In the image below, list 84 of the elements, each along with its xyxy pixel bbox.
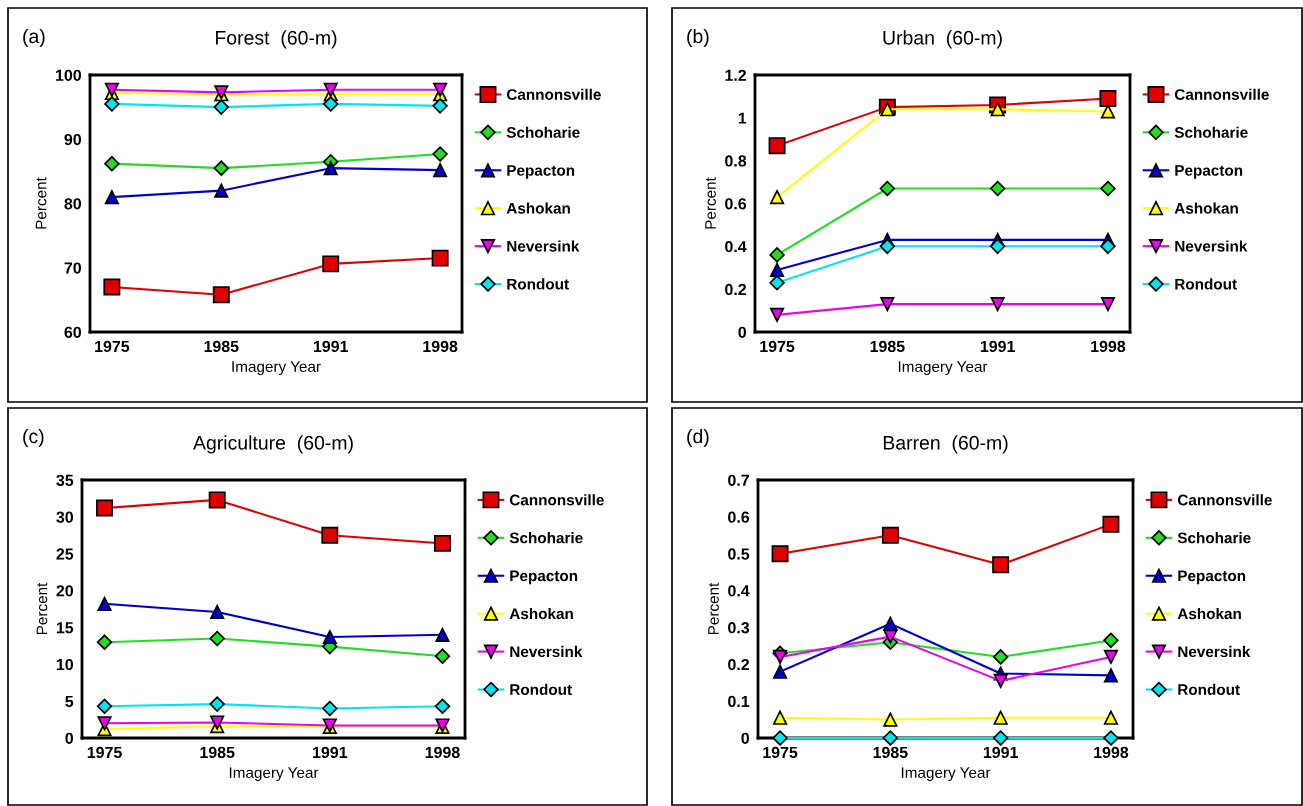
x-tick-label: 1998	[425, 746, 460, 759]
legend-label: Neversink	[1178, 645, 1251, 658]
x-axis-title: Imagery Year	[898, 361, 988, 376]
x-tick-label: 1985	[204, 340, 239, 353]
legend-label: Neversink	[510, 645, 583, 658]
legend-label: Schoharie	[1177, 532, 1251, 544]
legend-label: Rondout	[1175, 278, 1237, 290]
x-tick-label: 1991	[313, 746, 348, 759]
legend-label: Ashokan	[506, 202, 570, 214]
chart-title: Barren (60-m)	[883, 435, 1008, 454]
text: (a)	[23, 28, 45, 48]
text: (b)	[687, 28, 709, 48]
x-tick-label: 1975	[87, 746, 122, 759]
x-tick-label: 1975	[760, 340, 795, 353]
y-tick-label: 0	[738, 326, 747, 338]
legend-label: Neversink	[507, 240, 580, 252]
x-axis-title: Imagery Year	[229, 767, 319, 782]
x-tick-label: 1985	[870, 340, 905, 353]
x-tick-label: 1991	[980, 340, 1015, 353]
x-tick-label: 1991	[983, 746, 1018, 759]
x-tick-label: 1998	[1091, 340, 1126, 353]
y-tick-label: 10	[56, 658, 74, 671]
y-tick-label: 80	[64, 198, 82, 210]
legend-label: Rondout	[1178, 683, 1240, 696]
y-tick-label: 20	[56, 585, 74, 597]
x-axis-title: Imagery Year	[901, 767, 991, 782]
legend-label: Schoharie	[1174, 126, 1248, 138]
y-axis-title: Percent	[708, 582, 719, 635]
y-tick-label: 5	[65, 695, 74, 708]
y-tick-label: 1	[738, 112, 747, 124]
x-tick-label: 1998	[1094, 746, 1129, 759]
y-tick-label: 0	[65, 732, 74, 744]
legend-label: Pepacton	[1175, 165, 1243, 179]
y-tick-label: 0.2	[728, 658, 750, 671]
legend-label: Neversink	[1175, 240, 1248, 252]
y-tick-label: 100	[56, 69, 82, 81]
x-axis-title: Imagery Year	[232, 361, 321, 376]
y-tick-label: 90	[64, 133, 82, 146]
text: (d)	[687, 428, 709, 448]
y-tick-label: 70	[64, 262, 82, 274]
legend-label: Rondout	[510, 683, 572, 696]
legend-label: Ashokan	[1177, 607, 1241, 620]
legend-label: Ashokan	[509, 607, 573, 620]
y-axis-title: Percent	[705, 177, 716, 229]
y-axis-title: Percent	[35, 177, 47, 229]
x-tick-label: 1998	[423, 340, 458, 353]
y-axis-title: Percent	[36, 582, 48, 635]
y-tick-label: 0.3	[728, 622, 750, 634]
y-tick-label: 60	[64, 326, 82, 338]
legend-label: Pepacton	[507, 165, 575, 179]
x-tick-label: 1975	[95, 340, 130, 353]
y-tick-label: 30	[56, 511, 74, 523]
legend-label: Rondout	[507, 278, 569, 290]
x-tick-label: 1975	[763, 746, 798, 759]
y-tick-label: 0	[741, 732, 750, 744]
y-tick-label: 0.8	[725, 155, 747, 167]
y-tick-label: 0.6	[725, 198, 747, 210]
legend-label: Cannonsville	[1174, 88, 1269, 100]
legend-label: Cannonsville	[509, 494, 604, 506]
chart-title: Agriculture (60-m)	[193, 435, 353, 454]
text: (c)	[23, 428, 44, 448]
chart-title: Forest (60-m)	[216, 30, 337, 49]
legend-label: Ashokan	[1174, 202, 1238, 214]
y-tick-label: 0.1	[728, 695, 750, 708]
y-tick-label: 25	[56, 548, 74, 560]
x-tick-label: 1991	[313, 340, 349, 353]
x-tick-label: 1985	[873, 746, 908, 759]
y-tick-label: 0.4	[725, 240, 747, 253]
y-tick-label: 35	[56, 474, 74, 486]
legend-label: Schoharie	[506, 126, 580, 138]
legend-label: Cannonsville	[506, 88, 601, 100]
y-tick-label: 0.6	[728, 511, 750, 523]
y-tick-label: 0.5	[728, 548, 750, 560]
y-tick-label: 0.2	[725, 283, 747, 296]
y-tick-label: 15	[56, 622, 74, 634]
legend-label: Pepacton	[510, 570, 578, 585]
legend-label: Cannonsville	[1177, 494, 1272, 506]
legend-label: Pepacton	[1178, 570, 1246, 585]
y-tick-label: 0.7	[728, 474, 749, 486]
y-tick-label: 1.2	[725, 69, 747, 81]
legend-label: Schoharie	[509, 532, 583, 544]
chart-title: Urban (60-m)	[883, 30, 1002, 49]
x-tick-label: 1985	[200, 746, 235, 759]
y-tick-label: 0.4	[728, 585, 750, 597]
